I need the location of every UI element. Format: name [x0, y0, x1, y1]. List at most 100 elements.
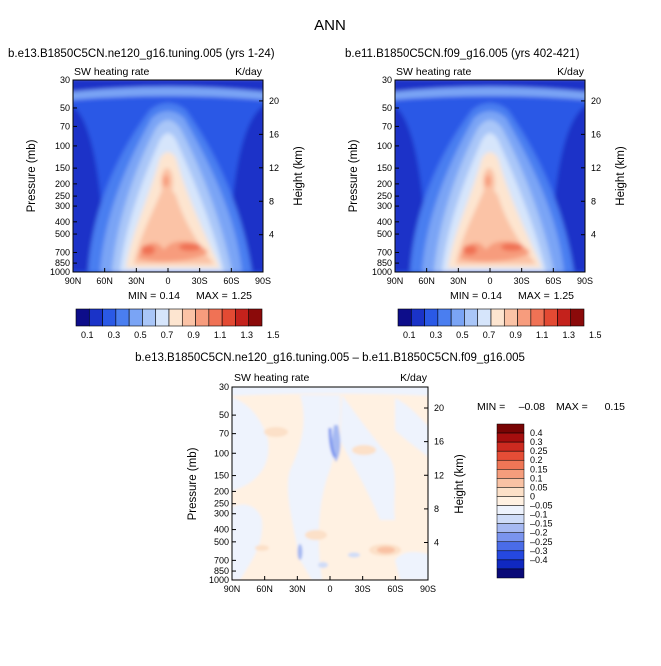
colorbar-label: 0.4 [530, 428, 543, 438]
colorbar-swatch [168, 308, 183, 327]
colorbar-swatch [248, 308, 263, 327]
colorbar-label: –0.4 [530, 555, 548, 565]
y-tick-label: 200 [55, 179, 70, 189]
diff-y2label: Height (km) [454, 454, 466, 514]
colorbar-label: 0.5 [456, 330, 469, 340]
x-tick-label: 30S [355, 584, 371, 594]
colorbar-swatch [496, 487, 525, 497]
y-tick-label: 70 [219, 429, 229, 439]
colorbar-label: 0 [530, 491, 535, 501]
colorbar-label: –0.2 [530, 528, 548, 538]
colorbar-swatch [195, 308, 210, 327]
colorbar-label: 0.5 [134, 330, 147, 340]
right-colorbar: 0.1 0.3 0.5 0.7 0.9 1.1 1.3 1.5 [397, 308, 602, 340]
diff-max-value: 0.15 [605, 401, 626, 413]
y-tick-label: 250 [55, 191, 70, 201]
y2-tick-label: 4 [434, 538, 439, 548]
y-tick-label: 50 [382, 103, 392, 113]
x-tick-label: 90N [65, 276, 82, 286]
right-panel: b.e11.B1850C5CN.f09_g16.005 (yrs 402-421… [345, 48, 627, 340]
right-y2label: Height (km) [615, 146, 627, 206]
colorbar-swatch [424, 308, 439, 327]
right-panel-title: b.e11.B1850C5CN.f09_g16.005 (yrs 402-421… [345, 48, 580, 60]
colorbar-swatch [221, 308, 236, 327]
y-tick-label: 850 [55, 258, 70, 268]
colorbar-label: 0.3 [108, 330, 121, 340]
y-tick-label: 300 [55, 201, 70, 211]
x-tick-label: 90S [255, 276, 271, 286]
colorbar-label: 0.15 [530, 464, 548, 474]
left-panel-title: b.e13.B1850C5CN.ne120_g16.tuning.005 (yr… [8, 48, 275, 60]
x-tick-label: 90N [224, 584, 241, 594]
colorbar-swatch [450, 308, 465, 327]
left-min-label: MIN = [128, 290, 156, 302]
colorbar-swatch [397, 308, 412, 327]
y-tick-label: 500 [214, 537, 229, 547]
colorbar-label: 1.1 [214, 330, 227, 340]
y2-tick-label: 8 [591, 196, 596, 206]
x-tick-label: 0 [487, 276, 492, 286]
difference-panel-title: b.e13.B1850C5CN.ne120_g16.tuning.005 – b… [135, 352, 525, 364]
y2-tick-label: 4 [269, 230, 274, 240]
y-tick-label: 700 [377, 247, 392, 257]
y-tick-label: 300 [377, 201, 392, 211]
x-tick-label: 30S [514, 276, 530, 286]
x-tick-label: 60N [96, 276, 113, 286]
colorbar-swatch [155, 308, 170, 327]
left-ylabel: Pressure (mb) [26, 139, 38, 212]
x-tick-label: 30N [128, 276, 145, 286]
x-tick-label: 60N [256, 584, 273, 594]
y2-tick-label: 16 [591, 129, 601, 139]
y-tick-label: 400 [55, 217, 70, 227]
diff-min-value: –0.08 [519, 401, 545, 413]
colorbar-label: 0.3 [430, 330, 443, 340]
y2-tick-label: 20 [591, 96, 601, 106]
left-max-value: 1.25 [232, 290, 253, 302]
colorbar-swatch [477, 308, 492, 327]
x-tick-label: 30N [450, 276, 467, 286]
colorbar-swatch [142, 308, 157, 327]
diff-field-label: SW heating rate [234, 372, 309, 384]
x-tick-label: 90N [387, 276, 404, 286]
diff-ylabel: Pressure (mb) [187, 447, 199, 520]
diff-units-label: K/day [400, 372, 428, 384]
left-panel: b.e13.B1850C5CN.ne120_g16.tuning.005 (yr… [8, 48, 305, 340]
y-tick-label: 100 [214, 448, 229, 458]
y-tick-label: 500 [377, 229, 392, 239]
colorbar-label: –0.05 [530, 501, 553, 511]
y2-tick-label: 12 [434, 470, 444, 480]
colorbar-swatch [102, 308, 117, 327]
x-tick-label: 90S [577, 276, 593, 286]
colorbar-swatch [503, 308, 518, 327]
colorbar-swatch [496, 459, 525, 470]
y-tick-label: 30 [219, 382, 229, 392]
colorbar-label: 1.1 [536, 330, 549, 340]
colorbar-label: 0.2 [530, 455, 543, 465]
y-tick-label: 30 [60, 75, 70, 85]
colorbar-swatch [496, 496, 525, 506]
colorbar-swatch [75, 308, 90, 327]
x-tick-label: 0 [165, 276, 170, 286]
colorbar-swatch [496, 478, 525, 488]
colorbar-label: 0.3 [530, 437, 543, 447]
y-tick-label: 1000 [372, 267, 392, 277]
colorbar-label: 0.1 [530, 473, 543, 483]
colorbar-swatch [517, 308, 532, 327]
colorbar-label: 0.1 [403, 330, 416, 340]
right-contour-field [395, 80, 585, 272]
x-tick-label: 60N [418, 276, 435, 286]
colorbar-swatch [181, 308, 196, 327]
colorbar-swatch [496, 568, 525, 579]
y-tick-label: 200 [377, 179, 392, 189]
left-units-label: K/day [235, 66, 263, 78]
y2-tick-label: 16 [269, 129, 279, 139]
y-tick-label: 30 [382, 75, 392, 85]
colorbar-swatch [410, 308, 425, 327]
y-tick-label: 250 [214, 499, 229, 509]
colorbar-swatch [437, 308, 452, 327]
y-tick-label: 700 [214, 555, 229, 565]
x-tick-label: 90S [420, 584, 436, 594]
y2-tick-label: 8 [269, 196, 274, 206]
y-tick-label: 200 [214, 486, 229, 496]
